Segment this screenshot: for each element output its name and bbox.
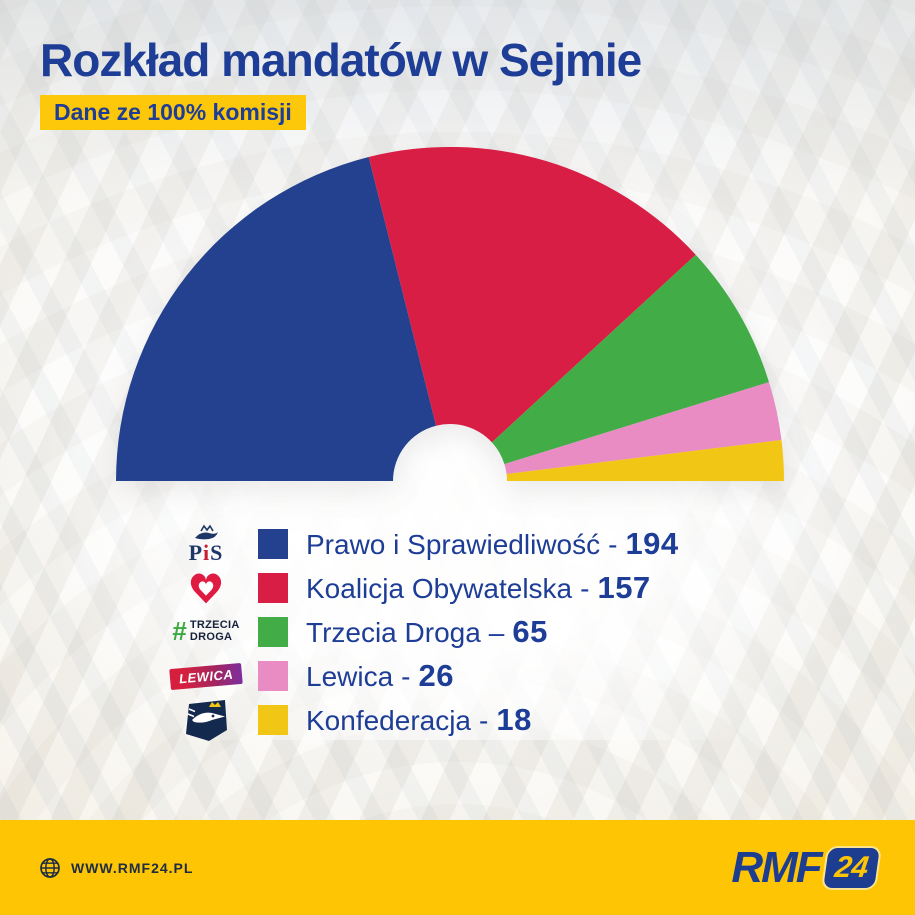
legend-item-lewica: LEWICA Lewica - 26 <box>160 654 679 698</box>
legend-separator: - <box>608 529 618 560</box>
footer-bar: WWW.RMF24.PL RMF 24 <box>0 820 915 915</box>
hemicycle-segment-konfederacja <box>506 440 785 481</box>
hemicycle-seat-chart <box>116 146 785 481</box>
rmf24-badge: 24 <box>822 847 880 888</box>
hemicycle-segment-pis <box>116 157 437 481</box>
ko-heart-logo <box>160 569 252 608</box>
legend-label-trzecia-droga: Trzecia Droga <box>306 617 481 648</box>
rmf-wordmark: RMF <box>731 842 822 892</box>
legend-seats-lewica: 26 <box>418 658 454 693</box>
globe-icon <box>40 857 60 878</box>
hemicycle-segment-trzecia-droga <box>491 254 769 465</box>
pis-wordmark: PiS <box>188 540 224 565</box>
hash-icon: # <box>172 616 187 647</box>
legend-seats-trzecia-droga: 65 <box>512 614 548 649</box>
legend-separator: - <box>401 661 411 692</box>
legend-label-ko: Koalicja Obywatelska <box>306 573 573 604</box>
legend-item-ko: Koalicja Obywatelska - 157 <box>160 566 679 610</box>
eagle-shield-icon <box>186 700 227 741</box>
trzecia-droga-logo: # TRZECIA DROGA <box>172 616 240 647</box>
legend-separator: - <box>479 705 489 736</box>
legend-label-pis: Prawo i Sprawiedliwość <box>306 529 601 560</box>
pis-eagle-crown-icon <box>194 524 218 540</box>
legend-seats-ko: 157 <box>597 570 651 605</box>
lewica-logo: LEWICA <box>160 662 252 690</box>
subtitle-badge: Dane ze 100% komisji <box>40 95 306 130</box>
heart-icon <box>190 573 222 603</box>
legend-separator: – <box>488 617 505 648</box>
legend-label-konfederacja: Konfederacja <box>306 705 472 736</box>
legend-swatch-konfederacja <box>258 705 288 735</box>
hemicycle-segment-lewica <box>504 382 782 474</box>
hemicycle-segment-ko <box>368 146 696 443</box>
page-title: Rozkład mandatów w Sejmie <box>40 34 642 86</box>
pis-logo: PiS <box>160 524 252 564</box>
rmf24-logo: RMF 24 <box>731 842 880 892</box>
konfederacja-logo <box>160 697 252 743</box>
legend-seats-pis: 194 <box>625 526 679 561</box>
legend-item-pis: PiS Prawo i Sprawiedliwość - 194 <box>160 522 679 566</box>
legend-separator: - <box>580 573 590 604</box>
legend-item-trzecia-droga: # TRZECIA DROGA Trzecia Droga – 65 <box>160 610 679 654</box>
legend-swatch-lewica <box>258 661 288 691</box>
legend: PiS Prawo i Sprawiedliwość - 194 Koalicj… <box>160 522 679 742</box>
website-url: WWW.RMF24.PL <box>71 859 194 876</box>
legend-swatch-ko <box>258 573 288 603</box>
legend-swatch-pis <box>258 529 288 559</box>
legend-label-lewica: Lewica <box>306 661 394 692</box>
website-link: WWW.RMF24.PL <box>38 856 193 880</box>
legend-item-konfederacja: Konfederacja - 18 <box>160 698 679 742</box>
legend-swatch-trzecia-droga <box>258 617 288 647</box>
legend-seats-konfederacja: 18 <box>496 702 532 737</box>
